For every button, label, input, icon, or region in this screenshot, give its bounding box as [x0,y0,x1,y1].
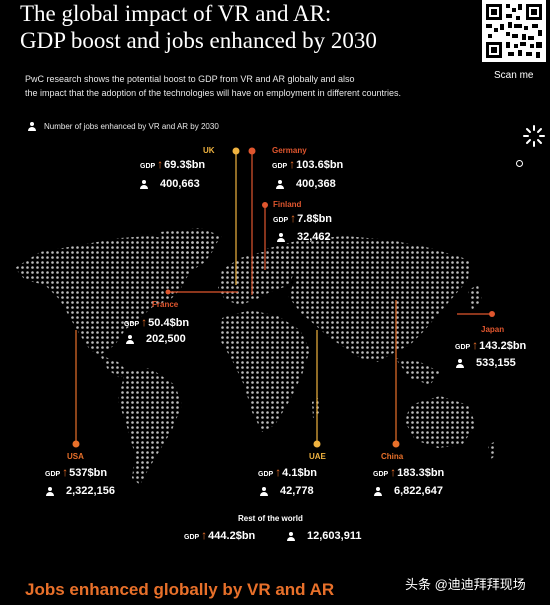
intro-line-1: PwC research shows the potential boost t… [25,74,355,84]
country-name-china: China [381,452,404,461]
country-name-finland: Finland [273,200,302,209]
person-icon [140,179,148,189]
jobs-germany: 400,368 [276,178,336,190]
asia [262,236,470,362]
arrow-up-icon: ↑ [141,315,148,329]
legend: Number of jobs enhanced by VR and AR by … [28,122,219,131]
africa [220,310,310,432]
jobs-value-china: 6,822,647 [394,485,443,497]
jobs-value-rest: 12,603,911 [307,530,362,542]
legend-label: Number of jobs enhanced by VR and AR by … [44,122,219,131]
north-america [15,236,215,355]
arrow-up-icon: ↑ [275,465,282,479]
person-icon [456,358,464,368]
gdp-label: GDP [258,471,274,478]
arrow-up-icon: ↑ [62,465,69,479]
jobs-value-uk: 400,663 [160,178,200,190]
person-icon [126,334,134,344]
jobs-value-japan: 533,155 [476,357,516,369]
country-name-uk: UK [203,146,215,155]
gdp-label: GDP [273,217,289,224]
arrow-up-icon: ↑ [289,157,296,171]
rest-of-world-label: Rest of the world [238,514,303,523]
gdp-japan: GDP ↑ 143.2$bn [455,338,526,352]
gdp-usa: GDP ↑ 537$bn [45,465,107,479]
jobs-china: 6,822,647 [374,485,443,497]
gdp-label: GDP [184,534,200,541]
person-icon [28,122,36,131]
arrow-up-icon: ↑ [290,211,297,225]
country-name-france: France [152,300,179,309]
gdp-uae: GDP ↑ 4.1$bn [258,465,317,479]
person-icon [374,486,382,496]
arrow-up-icon: ↑ [390,465,397,479]
jobs-uk: 400,663 [140,178,200,190]
person-icon [46,486,54,496]
jobs-value-usa: 2,322,156 [66,485,115,497]
watermark-text: 头条 @迪迪拜拜现场 [405,577,526,592]
gdp-label: GDP [455,344,471,351]
jobs-value-uae: 42,778 [280,485,314,497]
person-icon [277,232,285,242]
gdp-france: GDP ↑ 50.4$bn [124,315,189,329]
jobs-usa: 2,322,156 [46,485,115,497]
gdp-value-france: 50.4$bn [148,317,190,329]
gdp-label: GDP [124,321,140,328]
gdp-finland: GDP ↑ 7.8$bn [273,211,332,225]
gdp-value-finland: 7.8$bn [297,213,333,225]
country-name-uae: UAE [309,452,326,461]
gdp-value-china: 183.3$bn [397,467,445,479]
page-title: The global impact of VR and AR: GDP boos… [20,1,377,53]
greenland [160,228,222,256]
loading-icon [523,125,545,147]
gdp-value-uk: 69.3$bn [164,159,206,171]
ring-icon [516,160,523,167]
gdp-value-germany: 103.6$bn [296,159,344,171]
jobs-value-france: 202,500 [146,333,186,345]
madagascar [312,398,320,418]
gdp-rest: GDP ↑ 444.2$bn [184,528,255,542]
jobs-value-finland: 32,462 [297,231,331,243]
new-zealand [488,442,496,460]
gdp-china: GDP ↑ 183.3$bn [373,465,444,479]
gdp-uk: GDP ↑ 69.3$bn [140,157,205,171]
country-name-japan: Japan [481,325,505,334]
bottom-heading: Jobs enhanced globally by VR and AR [25,580,335,599]
gdp-value-usa: 537$bn [69,467,108,479]
jobs-japan: 533,155 [456,357,516,369]
gdp-label: GDP [272,163,288,170]
jobs-uae: 42,778 [260,485,314,497]
gdp-value-uae: 4.1$bn [282,467,318,479]
country-name-germany: Germany [272,146,307,155]
gdp-germany: GDP ↑ 103.6$bn [272,157,343,171]
jobs-france: 202,500 [126,333,186,345]
gdp-value-japan: 143.2$bn [479,340,527,352]
intro-line-2: the impact that the adoption of the tech… [25,88,402,98]
scan-me-label: Scan me [494,70,534,81]
gdp-value-rest: 444.2$bn [208,530,256,542]
australia [405,396,476,448]
intro-text: PwC research shows the potential boost t… [25,72,455,100]
arrow-up-icon: ↑ [472,338,479,352]
qr-code-icon[interactable] [482,0,546,62]
person-icon [276,179,284,189]
jobs-rest: 12,603,911 [287,530,361,542]
jobs-finland: 32,462 [277,231,331,243]
gdp-label: GDP [140,163,156,170]
person-icon [287,531,295,541]
southeast-asia [395,358,440,385]
japan-islands [468,285,482,310]
arrow-up-icon: ↑ [157,157,164,171]
person-icon [260,486,268,496]
south-america [118,368,182,485]
arrow-up-icon: ↑ [201,528,208,542]
jobs-value-germany: 400,368 [296,178,336,190]
country-name-usa: USA [67,452,84,461]
central-america [100,355,128,378]
gdp-label: GDP [45,471,61,478]
watermark: 头条 @迪迪拜拜现场 [405,574,526,593]
gdp-label: GDP [373,471,389,478]
